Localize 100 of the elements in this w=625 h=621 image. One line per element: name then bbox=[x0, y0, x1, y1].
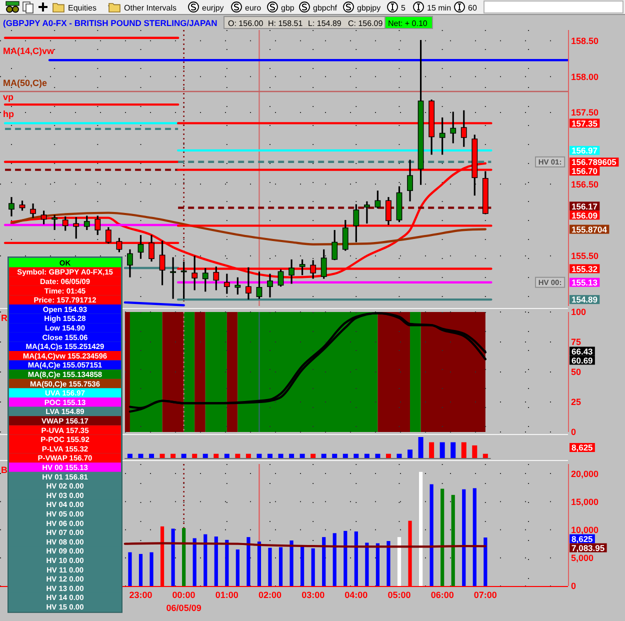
y-tick-label: 20,000 bbox=[571, 468, 599, 479]
candlestick bbox=[342, 219, 348, 252]
candlestick bbox=[256, 270, 262, 300]
candlestick bbox=[450, 110, 456, 144]
annotation: B bbox=[1, 465, 8, 475]
bar bbox=[149, 454, 154, 458]
candlestick bbox=[332, 229, 338, 261]
y-tick-label: 10,000 bbox=[571, 524, 599, 535]
candlestick bbox=[170, 256, 176, 300]
bar bbox=[225, 540, 229, 586]
y-tick-label: 25 bbox=[571, 397, 582, 408]
y-tick-label: 0 bbox=[571, 581, 576, 592]
candlestick bbox=[407, 158, 413, 202]
bar bbox=[192, 538, 196, 586]
bar bbox=[354, 454, 359, 458]
bar bbox=[257, 542, 262, 586]
bar bbox=[332, 454, 338, 458]
bar bbox=[236, 549, 240, 586]
candlestick bbox=[94, 214, 101, 236]
candlestick bbox=[73, 216, 80, 240]
bar bbox=[268, 548, 272, 586]
bar bbox=[224, 454, 230, 458]
bar bbox=[472, 445, 478, 458]
bar bbox=[375, 454, 380, 458]
bar bbox=[354, 531, 358, 586]
text: 8,625 bbox=[572, 442, 594, 453]
text: O: 156.00 bbox=[228, 19, 264, 28]
candlestick bbox=[180, 260, 187, 300]
candlestick bbox=[8, 196, 14, 218]
candlestick bbox=[19, 200, 26, 212]
bar bbox=[170, 454, 176, 458]
candlestick bbox=[439, 116, 446, 156]
y-tick-label: 15,000 bbox=[571, 496, 599, 507]
candlestick bbox=[138, 234, 144, 260]
text: 156.789605 bbox=[572, 157, 617, 168]
y-tick-label: 156.50 bbox=[571, 179, 599, 190]
bar bbox=[440, 488, 444, 586]
text: 156.70 bbox=[572, 166, 598, 176]
text: 60.69 bbox=[572, 355, 594, 366]
bar bbox=[235, 454, 240, 458]
bar bbox=[344, 530, 348, 586]
bar bbox=[278, 547, 283, 586]
bar bbox=[461, 442, 466, 458]
bar bbox=[482, 454, 488, 458]
text: 15 min bbox=[427, 3, 452, 12]
bar bbox=[429, 442, 434, 458]
bar bbox=[364, 454, 370, 458]
bar bbox=[246, 454, 251, 458]
y-tick-label: 157.50 bbox=[571, 108, 599, 118]
text: MA(14,C)vw bbox=[3, 46, 56, 56]
bar bbox=[267, 454, 272, 458]
bar bbox=[311, 548, 315, 586]
candlestick bbox=[127, 248, 133, 278]
text: eurjpy bbox=[202, 3, 224, 12]
bar bbox=[182, 528, 186, 586]
text: 155.8704 bbox=[572, 224, 608, 234]
candlestick bbox=[224, 272, 230, 295]
candlestick bbox=[40, 210, 47, 226]
x-tick-label: 00:00 bbox=[172, 590, 196, 600]
bar bbox=[365, 542, 369, 586]
bar bbox=[418, 472, 423, 586]
candlestick bbox=[84, 214, 90, 231]
y-tick-label: 75 bbox=[571, 337, 582, 348]
text: 157.35 bbox=[572, 118, 598, 128]
candlestick bbox=[202, 267, 208, 292]
text: 155.13 bbox=[572, 277, 598, 288]
text: H: 158.51 bbox=[268, 19, 304, 28]
text: Other Intervals bbox=[124, 3, 176, 12]
bar bbox=[386, 541, 390, 586]
text: 156.97 bbox=[572, 146, 598, 156]
bar bbox=[342, 454, 348, 458]
bar bbox=[278, 454, 284, 458]
bar bbox=[138, 554, 143, 586]
bar bbox=[418, 437, 424, 458]
bar bbox=[332, 533, 336, 586]
y-tick-label: 5,000 bbox=[571, 553, 594, 564]
bar bbox=[451, 494, 455, 586]
text: 8,625 bbox=[572, 534, 594, 544]
text: Net: + 0.10 bbox=[388, 19, 428, 28]
bar bbox=[462, 489, 466, 586]
bar bbox=[440, 442, 445, 458]
bar bbox=[204, 534, 208, 586]
text: MA(50,C)e bbox=[3, 78, 48, 88]
candlestick bbox=[52, 214, 58, 231]
bar bbox=[321, 454, 326, 458]
candlestick bbox=[267, 272, 273, 298]
text: C: 156.09 bbox=[348, 19, 384, 28]
candlestick bbox=[62, 216, 68, 232]
x-tick-label: 06:00 bbox=[430, 590, 454, 600]
bar bbox=[138, 454, 144, 458]
x-tick-label: 02:00 bbox=[258, 590, 282, 600]
candlestick bbox=[374, 190, 381, 210]
bar bbox=[322, 537, 326, 586]
x-tick-label: 04:00 bbox=[344, 590, 368, 600]
text: gbpjpy bbox=[357, 3, 381, 12]
bar bbox=[246, 537, 250, 586]
bar bbox=[160, 454, 165, 458]
bar bbox=[289, 454, 294, 458]
bar bbox=[256, 454, 262, 458]
candlestick bbox=[234, 276, 241, 296]
